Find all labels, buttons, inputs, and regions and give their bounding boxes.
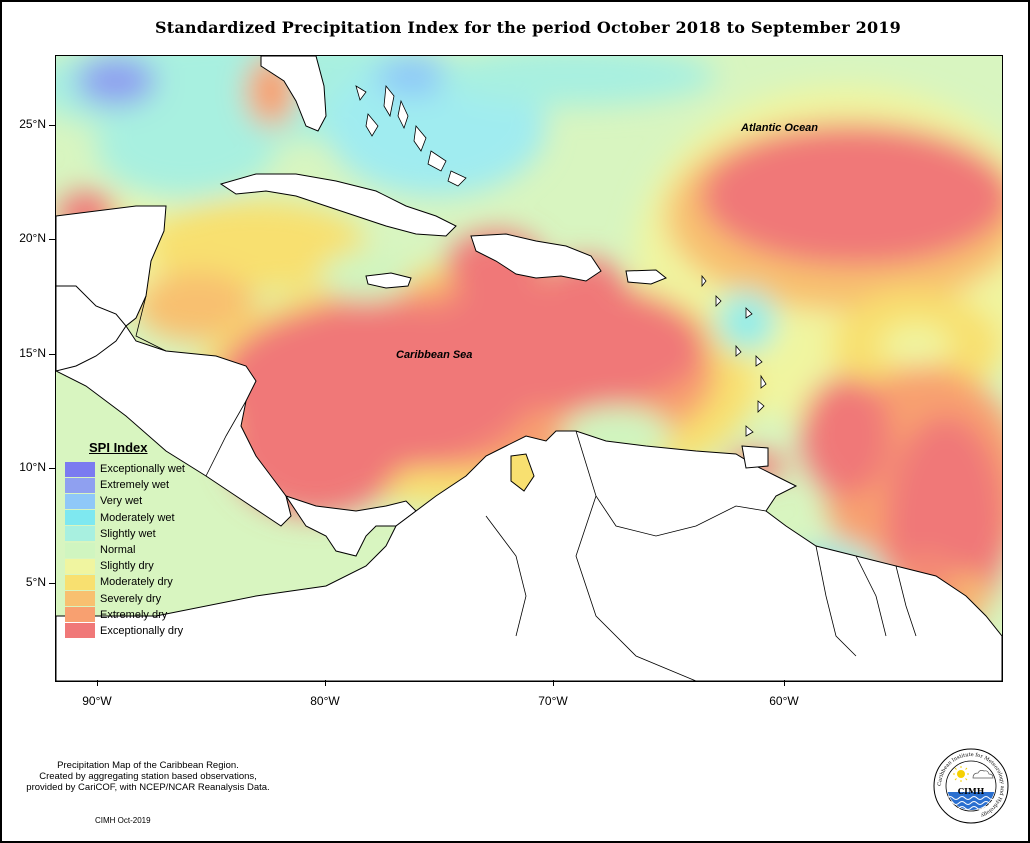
legend-swatch — [65, 558, 95, 574]
legend-label: Slightly wet — [100, 527, 156, 540]
legend-item: Moderately dry — [65, 574, 205, 590]
lat-tick-15 — [49, 354, 55, 355]
cloud-icon — [972, 769, 994, 779]
country-borders — [135, 295, 917, 681]
legend-item: Exceptionally wet — [65, 461, 205, 477]
lon-label-90: 90°W — [82, 694, 112, 708]
lat-label-20: 20°N — [19, 231, 46, 245]
logo-text: CIMH — [958, 786, 985, 796]
legend-swatch — [65, 623, 95, 639]
map-caption: Precipitation Map of the Caribbean Regio… — [8, 760, 288, 793]
lon-tick-60 — [784, 680, 785, 686]
legend-item: Extremely dry — [65, 607, 205, 623]
land-masses — [56, 56, 1002, 681]
lon-tick-90 — [97, 680, 98, 686]
legend-label: Moderately wet — [100, 511, 175, 524]
legend-item: Slightly dry — [65, 558, 205, 574]
legend-swatch — [65, 477, 95, 493]
lat-label-10: 10°N — [19, 460, 46, 474]
legend-title: SPI Index — [89, 440, 148, 455]
lat-tick-20 — [49, 239, 55, 240]
legend-swatch — [65, 461, 95, 477]
legend-label: Normal — [100, 544, 136, 557]
caribbean-sea-label: Caribbean Sea — [396, 349, 472, 361]
legend-swatch — [65, 574, 95, 590]
lon-tick-70 — [553, 680, 554, 686]
legend-label: Extremely wet — [100, 479, 170, 492]
legend-label: Moderately dry — [100, 576, 173, 589]
caption-line-1: Precipitation Map of the Caribbean Regio… — [57, 760, 239, 771]
legend-item: Exceptionally dry — [65, 623, 205, 639]
legend-item: Slightly wet — [65, 526, 205, 542]
legend-label: Exceptionally wet — [100, 463, 185, 476]
legend-item: Normal — [65, 542, 205, 558]
legend-swatch — [65, 493, 95, 509]
legend-item: Severely dry — [65, 591, 205, 607]
legend-label: Slightly dry — [100, 560, 154, 573]
spi-legend: SPI Index Exceptionally wet Extremely wet… — [65, 440, 205, 639]
legend-swatch — [65, 591, 95, 607]
legend-items: Exceptionally wet Extremely wet Very wet Mo… — [65, 461, 205, 639]
legend-label: Very wet — [100, 495, 143, 508]
lat-label-5: 5°N — [25, 575, 46, 589]
lat-label-15: 15°N — [19, 346, 46, 360]
lon-tick-80 — [325, 680, 326, 686]
legend-swatch — [65, 607, 95, 623]
lat-tick-10 — [49, 468, 55, 469]
legend-swatch — [65, 542, 95, 558]
legend-label: Severely dry — [100, 592, 162, 605]
map-title: Standardized Precipitation Index for the… — [154, 18, 902, 37]
credit-text: CIMH Oct-2019 — [95, 816, 151, 825]
legend-swatch — [65, 526, 95, 542]
cimh-logo: CIMH Caribbean Institute for Meteorology… — [933, 748, 1009, 824]
lat-label-25: 25°N — [19, 117, 46, 131]
legend-label: Exceptionally dry — [100, 624, 184, 637]
legend-swatch — [65, 510, 95, 526]
lon-label-80: 80°W — [310, 694, 340, 708]
legend-label: Extremely dry — [100, 608, 168, 621]
caption-line-2: Created by aggregating station based obs… — [39, 771, 257, 782]
atlantic-ocean-label: Atlantic Ocean — [740, 122, 818, 134]
lat-tick-5 — [49, 583, 55, 584]
caption-line-3: provided by CariCOF, with NCEP/NCAR Rean… — [26, 782, 270, 793]
spi-map-canvas: Atlantic Ocean Caribbean Sea — [56, 56, 1002, 681]
lon-label-70: 70°W — [538, 694, 568, 708]
legend-item: Very wet — [65, 493, 205, 509]
lat-tick-25 — [49, 125, 55, 126]
spi-map: Atlantic Ocean Caribbean Sea — [55, 55, 1003, 682]
legend-item: Moderately wet — [65, 510, 205, 526]
lon-label-60: 60°W — [769, 694, 799, 708]
legend-item: Extremely wet — [65, 477, 205, 493]
small-islands — [355, 84, 767, 437]
sun-icon — [953, 766, 969, 782]
